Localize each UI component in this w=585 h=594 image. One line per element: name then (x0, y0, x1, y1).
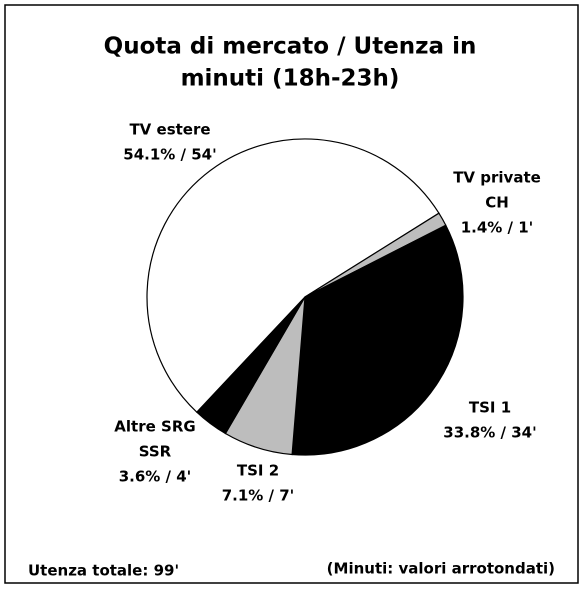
value-label: 54.1% / 54' (123, 146, 216, 164)
note: (Minuti: valori arrotondati) (327, 560, 555, 578)
slice-label: CH (485, 194, 509, 212)
slice-label: TV private (453, 169, 541, 187)
slice-label: TSI 2 (237, 462, 279, 480)
value-label: 3.6% / 4' (119, 468, 192, 486)
value-label: 1.4% / 1' (461, 219, 534, 237)
chart-title: Quota di mercato / Utenza in (104, 34, 477, 60)
chart-title: minuti (18h-23h) (181, 66, 400, 92)
pie-slice (291, 224, 464, 456)
chart-border (4, 4, 579, 584)
pie-slice (195, 296, 306, 435)
value-label: 7.1% / 7' (222, 487, 295, 505)
slice-label: SSR (139, 443, 172, 461)
slice-label: Altre SRG (114, 418, 195, 436)
value-label: 33.8% / 34' (443, 424, 536, 442)
slice-label: TSI 1 (469, 399, 511, 417)
slice-label: TV estere (129, 121, 210, 139)
note: Utenza totale: 99' (28, 562, 179, 580)
pie-slice (146, 138, 440, 414)
